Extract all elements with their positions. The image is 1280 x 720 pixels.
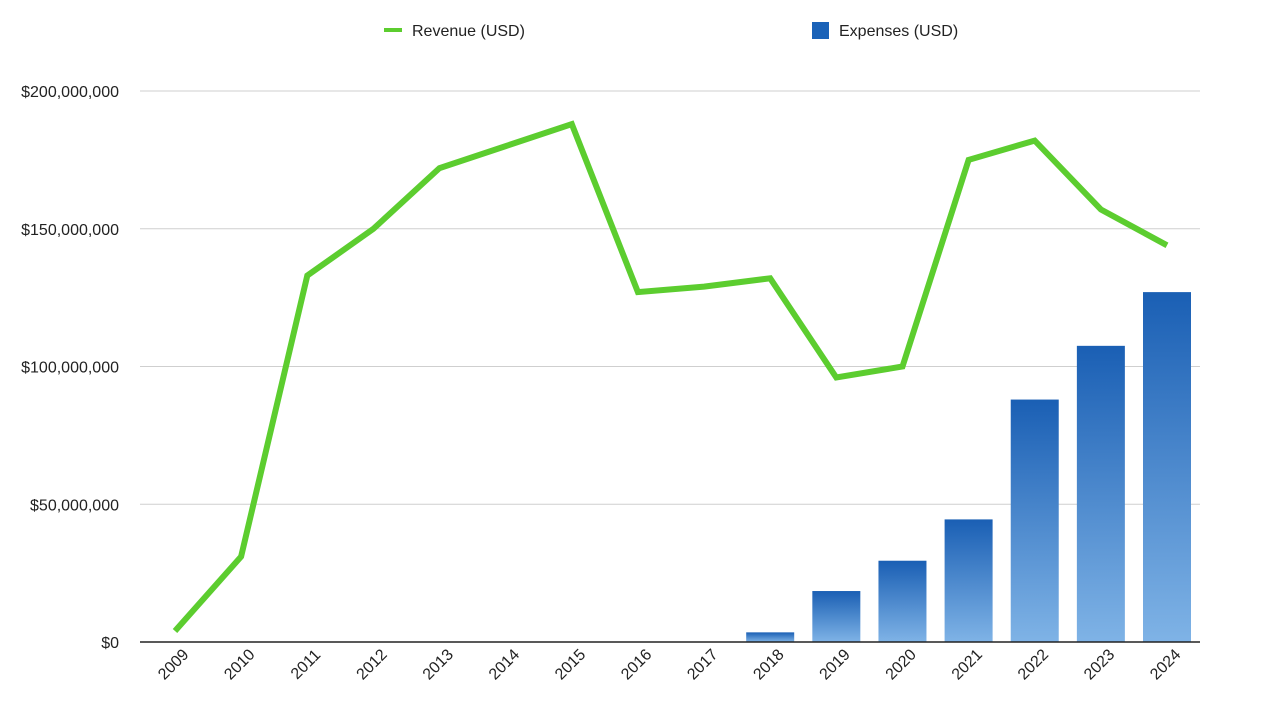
revenue-point — [505, 146, 506, 147]
y-tick-label: $100,000,000 — [21, 360, 119, 377]
y-tick-label: $150,000,000 — [21, 222, 119, 239]
x-tick-label: 2015 — [552, 646, 589, 683]
legend-label-expenses: Expenses (USD) — [839, 23, 958, 40]
y-axis-ticks: $0 $50,000,000 $100,000,000 $150,000,000 $20… — [21, 84, 119, 652]
expenses-bars — [746, 292, 1191, 642]
x-tick-label: 2011 — [288, 647, 324, 683]
revenue-point — [571, 124, 572, 125]
revenue-point — [902, 366, 903, 367]
legend: Revenue (USD) Expenses (USD) — [384, 22, 958, 40]
x-tick-label: 2013 — [420, 646, 457, 683]
revenue-point — [968, 159, 969, 160]
x-tick-label: 2023 — [1081, 646, 1118, 683]
expenses-bar — [746, 632, 795, 642]
y-tick-label: $200,000,000 — [21, 84, 119, 101]
x-tick-label: 2016 — [618, 646, 655, 683]
x-tick-label: 2010 — [221, 646, 258, 683]
revenue-point — [175, 630, 176, 631]
revenue-point — [770, 278, 771, 279]
legend-swatch-expenses — [812, 22, 829, 39]
revenue-point — [637, 292, 638, 293]
expenses-bar — [812, 591, 861, 642]
legend-label-revenue: Revenue (USD) — [412, 23, 525, 40]
y-tick-label: $0 — [101, 635, 119, 652]
x-tick-label: 2014 — [486, 646, 523, 683]
revenue-line-layer — [172, 120, 1169, 633]
x-tick-label: 2018 — [750, 646, 787, 683]
expenses-bar — [944, 519, 993, 642]
revenue-point — [241, 556, 242, 557]
revenue-point — [836, 377, 837, 378]
x-tick-label: 2019 — [817, 646, 854, 683]
x-tick-label: 2024 — [1147, 646, 1184, 683]
y-tick-label: $50,000,000 — [30, 497, 119, 514]
x-tick-label: 2020 — [883, 646, 920, 683]
expenses-bar — [1143, 292, 1191, 642]
x-tick-label: 2012 — [354, 646, 391, 683]
revenue-point — [704, 286, 705, 287]
revenue-point — [439, 168, 440, 169]
expenses-bar — [878, 560, 927, 642]
revenue-point — [1100, 209, 1101, 210]
revenue-point — [1167, 245, 1168, 246]
expenses-bar — [1010, 399, 1059, 642]
revenue-line — [172, 120, 1169, 633]
revenue-point — [307, 275, 308, 276]
x-tick-label: 2021 — [949, 646, 986, 683]
x-axis-ticks: 2009 2010 2011 2012 2013 2014 2015 2016 2017 2018… — [155, 646, 1184, 683]
expenses-bar — [1076, 345, 1125, 642]
revenue-point — [1034, 140, 1035, 141]
revenue-point — [373, 228, 374, 229]
x-tick-label: 2017 — [684, 646, 721, 683]
x-tick-label: 2009 — [155, 646, 192, 683]
x-tick-label: 2022 — [1015, 646, 1052, 683]
